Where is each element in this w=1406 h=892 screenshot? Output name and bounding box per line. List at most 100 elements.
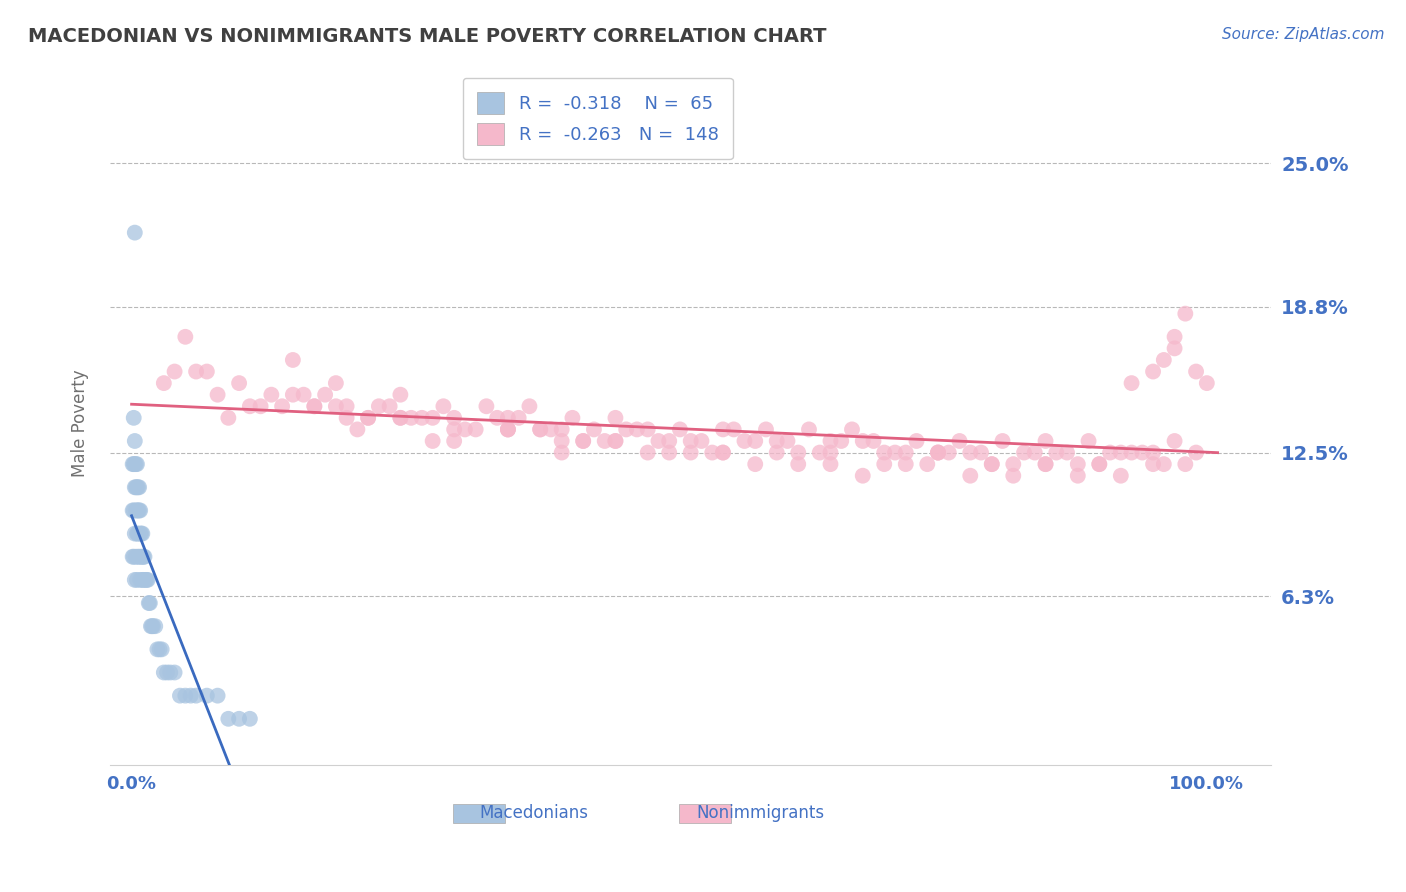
Point <box>125 480 148 494</box>
Point <box>139 619 162 633</box>
Point <box>432 399 454 413</box>
FancyBboxPatch shape <box>453 804 505 823</box>
Point <box>959 468 981 483</box>
Point <box>980 457 1002 471</box>
Point <box>787 457 810 471</box>
Point <box>128 549 150 564</box>
Point <box>1035 457 1057 471</box>
Point <box>121 457 143 471</box>
Point <box>132 573 155 587</box>
Point <box>124 226 146 240</box>
Point <box>378 399 401 413</box>
Point <box>207 387 229 401</box>
Point <box>125 503 148 517</box>
Point <box>572 434 595 448</box>
Point <box>927 445 949 459</box>
Point <box>146 642 169 657</box>
Point <box>1153 353 1175 368</box>
Point <box>159 665 181 680</box>
Point <box>142 619 165 633</box>
Point <box>1130 445 1153 459</box>
Text: Macedonians: Macedonians <box>479 804 589 822</box>
Point <box>125 573 148 587</box>
Point <box>163 665 186 680</box>
Point <box>1035 434 1057 448</box>
Point <box>141 619 163 633</box>
Point <box>702 445 724 459</box>
Point <box>127 526 149 541</box>
Point <box>593 434 616 448</box>
Point <box>134 549 156 564</box>
Point <box>249 399 271 413</box>
Point <box>260 387 283 401</box>
Point <box>281 353 304 368</box>
Point <box>938 445 960 459</box>
Point <box>690 434 713 448</box>
Point <box>228 376 250 390</box>
Point <box>550 422 572 436</box>
Point <box>399 410 422 425</box>
Point <box>239 712 262 726</box>
Point <box>422 434 444 448</box>
Point <box>129 503 152 517</box>
Point <box>443 434 465 448</box>
Point <box>153 665 176 680</box>
Point <box>873 457 896 471</box>
Point <box>711 422 734 436</box>
Point <box>830 434 852 448</box>
Point <box>852 468 875 483</box>
Point <box>389 387 412 401</box>
Point <box>905 434 928 448</box>
Point <box>135 573 157 587</box>
Point <box>605 434 627 448</box>
Point <box>637 445 659 459</box>
Point <box>131 526 153 541</box>
Point <box>1099 445 1122 459</box>
Point <box>135 573 157 587</box>
Point <box>271 399 294 413</box>
Point <box>797 422 820 436</box>
Point <box>454 422 477 436</box>
Point <box>948 434 970 448</box>
Point <box>131 573 153 587</box>
Point <box>626 422 648 436</box>
Point <box>389 410 412 425</box>
Point <box>1142 457 1164 471</box>
Point <box>980 457 1002 471</box>
Point <box>124 434 146 448</box>
Point <box>894 457 917 471</box>
Point <box>820 457 842 471</box>
Point <box>970 445 993 459</box>
Point <box>336 410 359 425</box>
Point <box>873 445 896 459</box>
Point <box>153 376 176 390</box>
Point <box>1185 365 1208 379</box>
Point <box>389 410 412 425</box>
Point <box>1109 468 1132 483</box>
Point <box>1088 457 1111 471</box>
Point <box>122 457 145 471</box>
Point <box>325 399 347 413</box>
Point <box>163 365 186 379</box>
Point <box>561 410 583 425</box>
Point <box>138 596 160 610</box>
Point <box>496 422 519 436</box>
Point <box>367 399 389 413</box>
Point <box>582 422 605 436</box>
Point <box>529 422 551 436</box>
Point <box>121 549 143 564</box>
Point <box>129 526 152 541</box>
Point <box>1121 445 1143 459</box>
Point <box>129 549 152 564</box>
Point <box>136 573 159 587</box>
Point <box>765 445 787 459</box>
Point <box>733 434 755 448</box>
Point <box>422 410 444 425</box>
Point <box>475 399 498 413</box>
Point <box>841 422 863 436</box>
Point <box>572 434 595 448</box>
Point <box>852 434 875 448</box>
Point <box>346 422 368 436</box>
Point <box>637 422 659 436</box>
Point <box>304 399 326 413</box>
